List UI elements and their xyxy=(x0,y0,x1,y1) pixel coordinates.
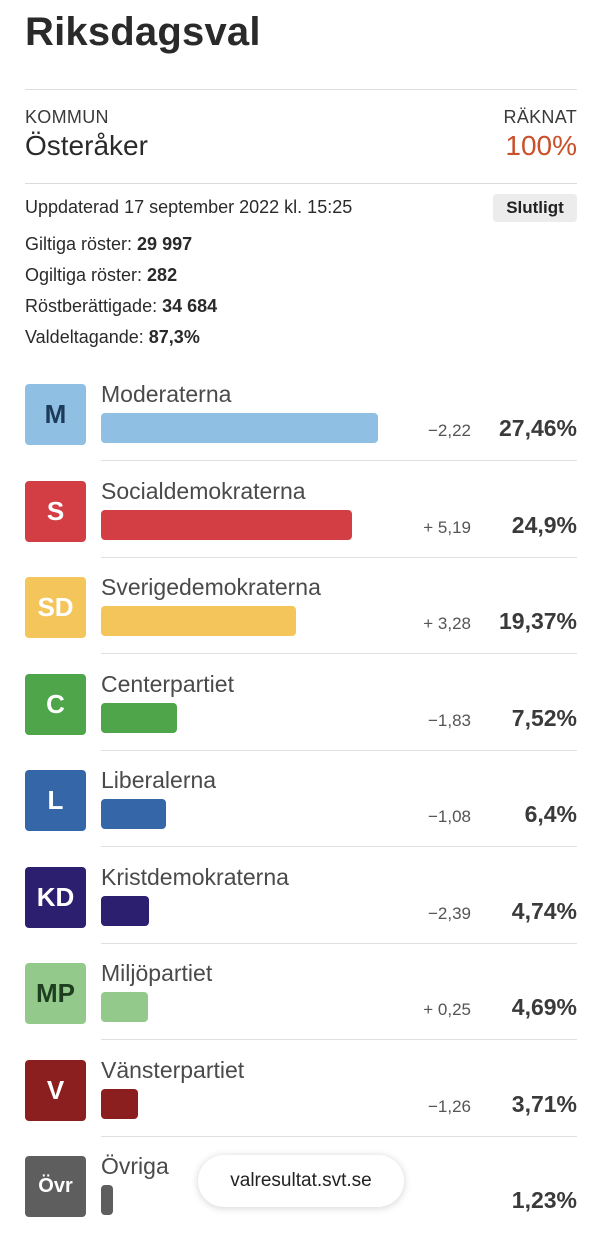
counted-value: 100% xyxy=(505,130,577,161)
stat-valid-votes: Giltiga röster: 29 997 xyxy=(25,234,192,255)
party-share-bar xyxy=(101,606,296,636)
party-share: 19,37% xyxy=(498,608,577,634)
updated-timestamp: Uppdaterad 17 september 2022 kl. 15:25 xyxy=(25,197,353,217)
municipality-label: KOMMUN xyxy=(25,107,109,127)
party-row[interactable]: KD Kristdemokraterna −2,39 4,74% xyxy=(0,863,602,963)
party-logo: SD xyxy=(25,577,86,638)
party-name: Vänsterpartiet xyxy=(101,1056,245,1083)
party-name: Övriga xyxy=(101,1153,169,1179)
party-row[interactable]: L Liberalerna −1,08 6,4% xyxy=(0,767,602,866)
counted-label: RÄKNAT xyxy=(503,107,577,127)
stat-value: 87,3% xyxy=(148,327,200,347)
party-logo: V xyxy=(25,1059,86,1121)
party-logo: C xyxy=(25,673,86,735)
stat-invalid-votes: Ogiltiga röster: 282 xyxy=(25,265,177,286)
party-logo: L xyxy=(25,770,86,831)
municipality-name: Österåker xyxy=(25,130,148,161)
row-divider xyxy=(101,749,577,751)
party-share-bar xyxy=(101,992,148,1022)
stat-label: Ogiltiga röster: xyxy=(25,265,148,285)
party-share: 27,46% xyxy=(498,415,577,441)
party-change: + 5,19 xyxy=(423,517,471,537)
party-share-bar xyxy=(101,509,352,540)
stat-value: 29 997 xyxy=(137,234,193,254)
row-divider xyxy=(101,942,577,944)
party-share: 4,69% xyxy=(511,994,577,1020)
stat-value: 282 xyxy=(147,265,178,285)
stat-label: Valdeltagande: xyxy=(25,327,149,347)
party-change: −2,22 xyxy=(427,421,471,440)
party-logo: M xyxy=(25,384,86,445)
party-name: Socialdemokraterna xyxy=(101,477,306,504)
party-change: −1,08 xyxy=(427,807,471,826)
stat-label: Giltiga röster: xyxy=(25,234,138,254)
party-change: + 3,28 xyxy=(423,614,471,633)
row-divider xyxy=(101,653,577,654)
party-share: 1,23% xyxy=(511,1187,577,1213)
party-change: −1,83 xyxy=(427,710,471,730)
stat-eligible-voters: Röstberättigade: 34 684 xyxy=(25,296,217,317)
party-share-bar xyxy=(101,413,378,443)
party-share-bar xyxy=(101,1185,113,1215)
row-divider xyxy=(101,846,577,847)
party-change: −1,26 xyxy=(427,1096,471,1116)
stat-value: 34 684 xyxy=(162,296,218,316)
party-share-bar xyxy=(101,1088,138,1119)
stat-turnout: Valdeltagande: 87,3% xyxy=(25,327,200,348)
party-name: Centerpartiet xyxy=(101,670,234,697)
row-divider xyxy=(101,556,577,558)
party-name: Kristdemokraterna xyxy=(101,863,289,890)
party-logo: MP xyxy=(25,963,86,1024)
summary-divider xyxy=(25,183,577,184)
party-share: 6,4% xyxy=(524,801,577,827)
party-row[interactable]: M Moderaterna −2,22 27,46% xyxy=(0,381,602,480)
status-badge: Slutligt xyxy=(493,194,577,222)
party-row[interactable]: V Vänsterpartiet −1,26 3,71% xyxy=(0,1056,602,1156)
party-logo: KD xyxy=(25,866,86,928)
party-share-bar xyxy=(101,702,177,733)
party-logo: Övr xyxy=(25,1156,86,1217)
party-row[interactable]: SD Sverigedemokraterna + 3,28 19,37% xyxy=(0,574,602,673)
party-row[interactable]: MP Miljöpartiet + 0,25 4,69% xyxy=(0,960,602,1059)
row-divider xyxy=(101,1135,577,1137)
party-share-bar xyxy=(101,799,166,829)
party-name: Liberalerna xyxy=(101,767,217,793)
header-divider xyxy=(25,89,577,90)
row-divider xyxy=(101,460,577,461)
party-share: 4,74% xyxy=(511,897,577,924)
party-change: + 0,25 xyxy=(423,1000,471,1019)
page-title: Riksdagsval xyxy=(25,10,261,54)
row-divider xyxy=(101,1039,577,1040)
party-name: Miljöpartiet xyxy=(101,960,213,986)
party-share: 7,52% xyxy=(511,704,577,731)
party-change: −2,39 xyxy=(427,903,471,923)
party-logo: S xyxy=(25,480,86,542)
party-name: Moderaterna xyxy=(101,381,232,407)
party-row[interactable]: C Centerpartiet −1,83 7,52% xyxy=(0,670,602,770)
party-results-list: M Moderaterna −2,22 27,46% S Socialdemokrater… xyxy=(0,381,602,1217)
url-bar[interactable]: valresultat.svt.se xyxy=(198,1155,404,1207)
stat-label: Röstberättigade: xyxy=(25,296,163,316)
party-share-bar xyxy=(101,895,149,926)
party-name: Sverigedemokraterna xyxy=(101,574,321,600)
party-share: 3,71% xyxy=(511,1090,577,1117)
party-row[interactable]: S Socialdemokraterna + 5,19 24,9% xyxy=(0,477,602,577)
party-share: 24,9% xyxy=(511,511,577,538)
